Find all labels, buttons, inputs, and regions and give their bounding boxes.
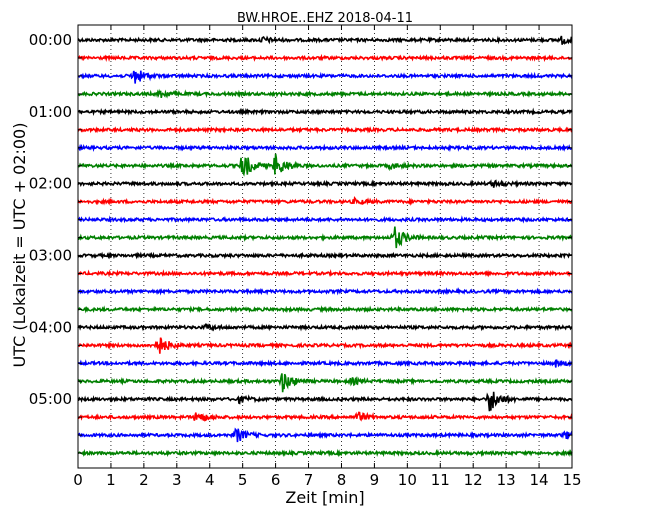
trace-0415 bbox=[77, 337, 573, 354]
x-tick-label: 14 bbox=[530, 471, 549, 489]
trace-0545 bbox=[77, 448, 573, 458]
trace-0130 bbox=[77, 143, 573, 153]
trace-0400 bbox=[77, 323, 573, 332]
y-axis-ticks: 00:00 01:00 02:00 03:00 04:00 05:00 bbox=[29, 31, 572, 454]
x-tick-label: 5 bbox=[238, 471, 248, 489]
trace-0015 bbox=[77, 53, 573, 63]
trace-0045 bbox=[77, 88, 573, 99]
trace-group bbox=[77, 35, 573, 458]
trace-0445 bbox=[77, 373, 573, 393]
trace-0245 bbox=[77, 226, 573, 249]
x-tick-label: 13 bbox=[497, 471, 516, 489]
trace-0030 bbox=[77, 70, 573, 84]
trace-0100 bbox=[77, 107, 573, 116]
trace-0530 bbox=[77, 427, 573, 443]
x-tick-label: 12 bbox=[464, 471, 483, 489]
trace-0330 bbox=[77, 287, 573, 296]
trace-0200 bbox=[77, 179, 573, 189]
trace-0215 bbox=[77, 195, 573, 206]
x-tick-label: 11 bbox=[431, 471, 450, 489]
x-tick-label: 1 bbox=[106, 471, 116, 489]
x-tick-label: 9 bbox=[370, 471, 380, 489]
y-tick-label: 03:00 bbox=[29, 247, 72, 265]
x-tick-label: 8 bbox=[337, 471, 347, 489]
x-tick-label: 2 bbox=[139, 471, 149, 489]
x-axis-ticks: 0 1 2 3 4 5 6 7 8 9 10 11 12 13 14 15 bbox=[73, 25, 582, 489]
trace-0430 bbox=[77, 359, 573, 368]
x-tick-label: 4 bbox=[205, 471, 215, 489]
trace-0515 bbox=[77, 411, 573, 422]
plot-frame bbox=[77, 24, 573, 469]
y-tick-label: 01:00 bbox=[29, 103, 72, 121]
x-tick-label: 6 bbox=[271, 471, 281, 489]
x-tick-label: 3 bbox=[172, 471, 182, 489]
chart-title: BW.HROE..EHZ 2018-04-11 bbox=[236, 11, 414, 26]
trace-0500 bbox=[77, 391, 573, 412]
y-tick-label: 05:00 bbox=[29, 390, 72, 408]
trace-0230 bbox=[77, 215, 573, 224]
trace-0315 bbox=[77, 268, 573, 278]
y-tick-label: 02:00 bbox=[29, 175, 72, 193]
trace-0115 bbox=[77, 125, 573, 134]
trace-0345 bbox=[77, 305, 573, 314]
x-tick-label: 15 bbox=[562, 471, 581, 489]
x-tick-label: 0 bbox=[73, 471, 83, 489]
trace-0000 bbox=[77, 35, 573, 45]
x-axis-label: Zeit [min] bbox=[285, 488, 365, 507]
x-tick-label: 10 bbox=[398, 471, 417, 489]
trace-0300 bbox=[77, 251, 573, 260]
x-tick-label: 7 bbox=[304, 471, 314, 489]
trace-0145 bbox=[77, 153, 573, 177]
y-tick-label: 00:00 bbox=[29, 31, 72, 49]
y-tick-label: 04:00 bbox=[29, 318, 72, 336]
